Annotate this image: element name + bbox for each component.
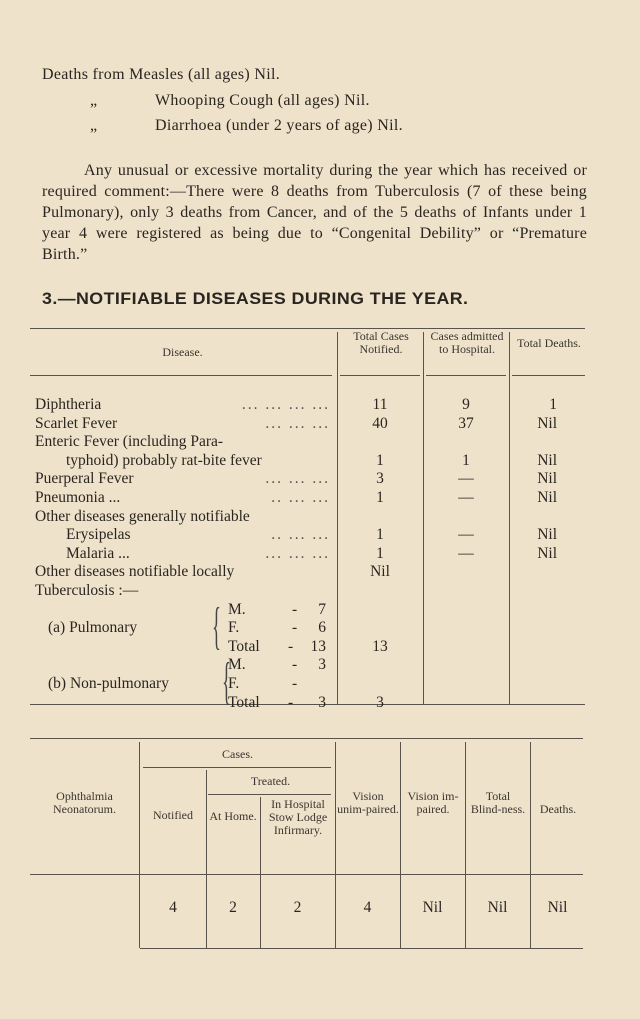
- tb-sex-label: M.: [228, 600, 246, 618]
- dash: -: [292, 675, 298, 692]
- tb-sex-label: Total: [228, 693, 260, 711]
- leader-dots: .. ... ...: [271, 526, 330, 544]
- tb-category-label: (a) Pulmonary: [48, 619, 138, 637]
- cell-notified: 1: [376, 489, 384, 506]
- brace: {: [212, 597, 221, 655]
- dash: -: [288, 637, 294, 655]
- cell-notified: 13: [372, 637, 388, 655]
- ditto-mark: „: [90, 117, 98, 134]
- disease-label: Tuberculosis :—: [35, 582, 139, 599]
- disease-label: Diphtheria: [35, 396, 102, 413]
- cell-deaths: 1: [549, 396, 557, 413]
- tb-count: 6: [318, 619, 326, 637]
- disease-label: Erysipelas: [66, 526, 131, 544]
- cell-notified: 40: [372, 414, 388, 432]
- line-text: Diarrhoea (under 2 years of age) Nil.: [155, 117, 403, 134]
- cell-deaths: Nil: [537, 489, 557, 506]
- leader-dots: ... ... ...: [265, 470, 330, 488]
- cell-notified: 3: [376, 470, 384, 488]
- cell-notified: 1: [376, 526, 384, 544]
- cell-hospital: 9: [462, 396, 470, 413]
- header-in-hospital: In Hospital Stow Lodge Infirmary.: [268, 797, 328, 837]
- disease-label: Enteric Fever (including Para-: [35, 433, 224, 451]
- disease-label: Pneumonia ...: [35, 489, 121, 506]
- value-total-blindness: Nil: [487, 899, 508, 916]
- disease-label: Malaria ...: [66, 544, 130, 562]
- disease-label: Scarlet Fever: [35, 414, 118, 432]
- intro-line-diarrhoea: „: [90, 117, 97, 135]
- tb-sex-label: F.: [228, 619, 240, 637]
- cell-hospital: 1: [462, 451, 470, 469]
- cell-deaths: Nil: [537, 451, 557, 469]
- dash: -: [288, 693, 294, 711]
- disease-label: Other diseases generally notifiable: [35, 507, 250, 525]
- tb-count: 7: [318, 600, 326, 618]
- header-vision-unimpaired: Vision unim-paired.: [337, 789, 399, 816]
- header-hospital: Cases admitted to Hospital.: [430, 329, 504, 356]
- header-ophthalmia: Ophthalmia Neonatorum.: [53, 789, 116, 816]
- cell-deaths: Nil: [537, 414, 557, 432]
- ditto-mark: „: [90, 92, 98, 109]
- header-cases: Cases.: [222, 747, 253, 761]
- line-text: Whooping Cough (all ages) Nil.: [155, 92, 370, 109]
- header-notified: Total Cases Notified.: [353, 329, 409, 356]
- header-total-blindness: Total Blind-ness.: [470, 789, 526, 816]
- cell-notified: 11: [372, 396, 388, 413]
- cell-deaths: Nil: [537, 470, 557, 488]
- cell-hospital: —: [458, 526, 474, 544]
- tb-sex-label: F.: [228, 675, 240, 692]
- dash: -: [292, 619, 298, 637]
- tb-category-label: (b) Non-pulmonary: [48, 675, 169, 692]
- leader-dots: ... ... ... ...: [241, 396, 330, 413]
- cell-hospital: —: [458, 470, 474, 488]
- cell-notified: 1: [376, 544, 384, 562]
- cell-hospital: —: [458, 489, 474, 506]
- line-prefix: Deaths from: [42, 66, 125, 83]
- value-deaths: Nil: [547, 899, 568, 916]
- leader-dots: ... ... ...: [265, 414, 330, 432]
- header-deaths: Total Deaths.: [517, 336, 581, 350]
- value-in-hospital: 2: [293, 899, 302, 916]
- dash: -: [292, 600, 298, 618]
- cell-hospital: 37: [458, 414, 474, 432]
- leader-dots: .. ... ...: [271, 489, 330, 506]
- cell-hospital: —: [458, 544, 474, 562]
- header-treated: Treated.: [250, 774, 291, 788]
- header-notified: Notified: [153, 808, 193, 822]
- cell-notified: 3: [376, 693, 384, 711]
- brace: {: [222, 653, 231, 711]
- cell-notified: Nil: [370, 563, 390, 581]
- dash: -: [292, 656, 298, 674]
- leader-dots: ... ... ...: [265, 544, 330, 562]
- header-disease: Disease.: [162, 345, 203, 359]
- tb-count: 3: [318, 693, 326, 711]
- line-text: Measles (all ages) Nil.: [129, 66, 281, 83]
- value-vision-unimpaired: 4: [363, 899, 372, 916]
- value-vision-impaired: Nil: [422, 899, 443, 916]
- header-vision-impaired: Vision im-paired.: [407, 789, 459, 816]
- cell-notified: 1: [376, 451, 384, 469]
- disease-label: typhoid) probably rat-bite fever: [66, 451, 262, 469]
- disease-label: Puerperal Fever: [35, 470, 134, 488]
- value-notified: 4: [169, 899, 177, 916]
- tb-count: 3: [318, 656, 326, 674]
- intro-line-measles: Deaths from Measles (all ages) Nil.: [42, 66, 280, 84]
- tb-sex-label: M.: [228, 656, 246, 674]
- header-at-home: At Home.: [209, 809, 257, 823]
- section-title: 3.—NOTIFIABLE DISEASES DURING THE YEAR.: [42, 290, 469, 308]
- tb-sex-label: Total: [228, 637, 260, 655]
- cell-deaths: Nil: [537, 526, 557, 544]
- tb-count: 13: [310, 637, 327, 655]
- value-at-home: 2: [229, 899, 237, 916]
- disease-label: Other diseases notifiable locally: [35, 563, 235, 581]
- cell-deaths: Nil: [537, 544, 557, 562]
- intro-line-whooping: „: [90, 92, 97, 110]
- header-deaths: Deaths.: [539, 802, 577, 816]
- mortality-paragraph: Any unusual or excessive mortality durin…: [42, 162, 587, 263]
